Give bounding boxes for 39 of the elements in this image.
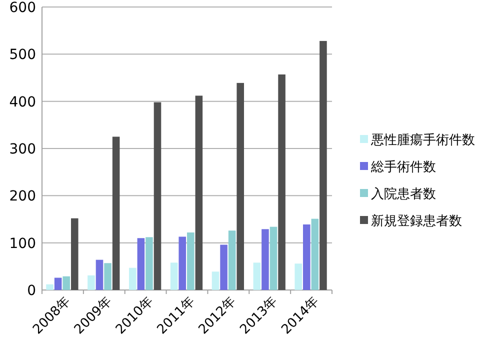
bar <box>129 268 136 290</box>
y-tick-label: 200 <box>9 188 36 205</box>
bar <box>278 74 286 290</box>
bar <box>54 278 62 290</box>
bar <box>195 96 203 290</box>
bar <box>294 264 302 290</box>
bar <box>236 82 244 290</box>
legend-label: 悪性腫瘍手術件数 <box>370 133 475 148</box>
bar <box>62 276 70 290</box>
bar <box>270 226 278 290</box>
bar <box>262 229 269 290</box>
bar <box>220 244 228 290</box>
legend-label: 新規登録患者数 <box>371 214 462 229</box>
bar <box>303 224 310 290</box>
bar <box>146 237 153 290</box>
bar <box>187 232 194 290</box>
bar <box>96 260 104 290</box>
y-tick-label: 0 <box>27 283 36 299</box>
bar <box>228 230 236 290</box>
legend-label: 総手術件数 <box>370 160 436 175</box>
y-tick-label: 600 <box>9 0 36 16</box>
legend-label: 入院患者数 <box>371 187 436 202</box>
bar <box>320 40 327 290</box>
bar <box>71 218 78 290</box>
y-tick-label: 100 <box>9 236 36 252</box>
y-tick-label: 400 <box>9 94 36 110</box>
bar <box>88 275 95 290</box>
bar <box>104 263 112 290</box>
bar <box>253 262 261 290</box>
bar <box>112 136 120 290</box>
bar <box>154 102 162 290</box>
bar <box>170 262 178 290</box>
bar <box>178 236 186 290</box>
bar <box>311 218 319 290</box>
bar <box>137 238 145 290</box>
y-tick-label: 500 <box>9 47 36 64</box>
bar <box>212 272 220 290</box>
y-tick-label: 300 <box>9 142 36 158</box>
bar <box>46 284 54 290</box>
